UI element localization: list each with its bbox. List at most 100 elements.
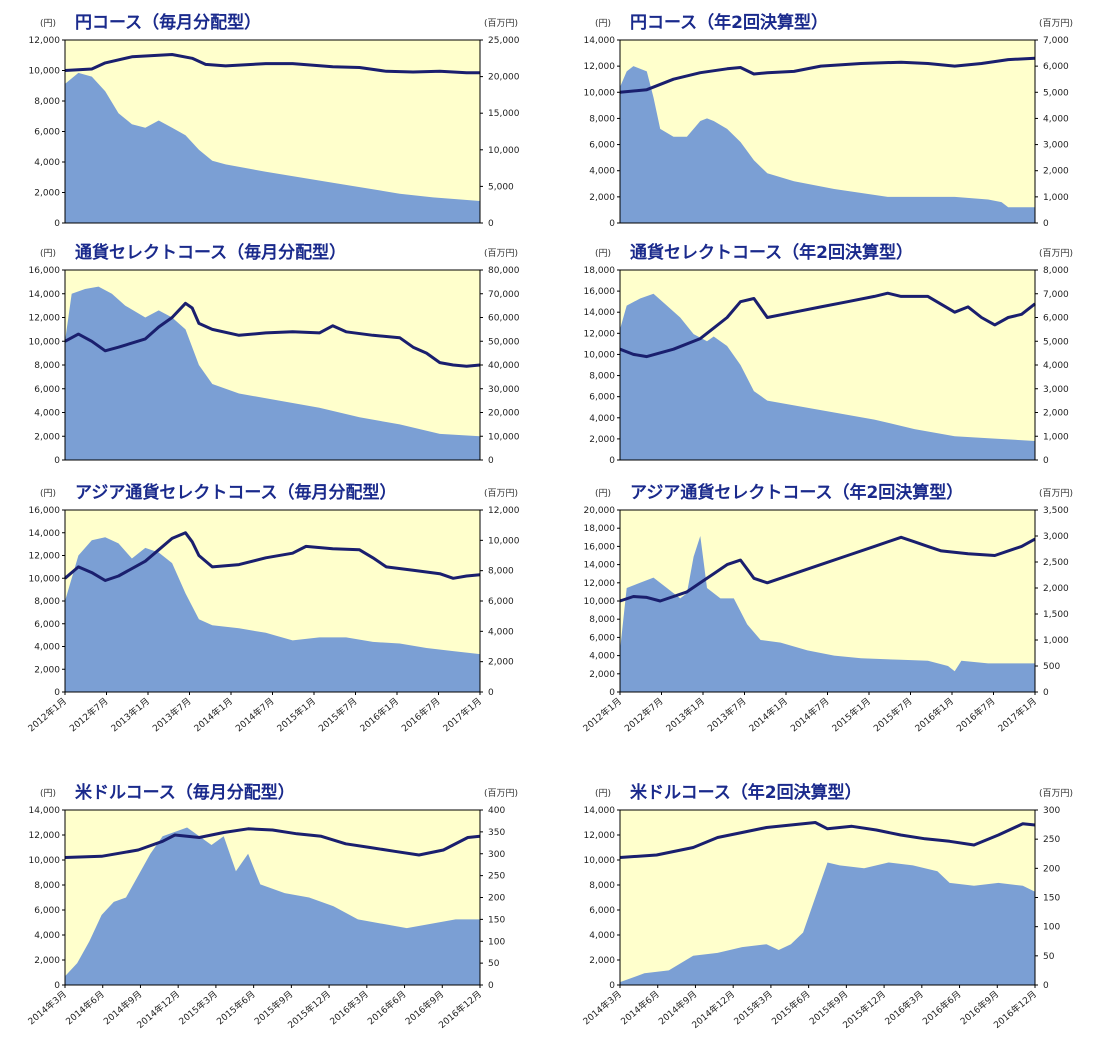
left-tick-label: 10,000 xyxy=(584,350,616,360)
left-tick-label: 0 xyxy=(54,456,60,466)
right-tick-label: 40,000 xyxy=(488,361,520,371)
right-tick-label: 3,000 xyxy=(1043,385,1069,395)
right-tick-label: 70,000 xyxy=(488,290,520,300)
right-tick-label: 300 xyxy=(1043,806,1060,816)
left-tick-label: 4,000 xyxy=(589,414,615,424)
left-tick-label: 6,000 xyxy=(589,393,615,403)
right-axis-unit: (百万円) xyxy=(484,248,518,259)
right-tick-label: 100 xyxy=(1043,923,1060,933)
x-tick-label: 2015年1月 xyxy=(274,695,317,734)
left-tick-label: 16,000 xyxy=(29,506,61,516)
x-tick-label: 2015年3月 xyxy=(176,988,219,1027)
right-tick-label: 150 xyxy=(488,915,505,925)
x-tick-label: 2012年7月 xyxy=(622,695,665,734)
x-tick-label: 2012年7月 xyxy=(67,695,110,734)
assets-area xyxy=(620,66,1035,223)
left-tick-label: 0 xyxy=(609,688,615,698)
left-tick-label: 14,000 xyxy=(29,529,61,539)
right-tick-label: 400 xyxy=(488,806,505,816)
right-tick-label: 30,000 xyxy=(488,385,520,395)
right-tick-label: 250 xyxy=(488,872,505,882)
right-tick-label: 350 xyxy=(488,828,505,838)
nav-line xyxy=(64,53,480,75)
plot-frame xyxy=(619,39,1036,224)
left-tick-label: 12,000 xyxy=(29,36,61,46)
x-tick-label: 2014年7月 xyxy=(233,695,276,734)
chart-title: 円コース（年2回決算型） xyxy=(630,12,828,33)
left-tick-label: 10,000 xyxy=(584,597,616,607)
left-tick-label: 8,000 xyxy=(34,361,60,371)
right-tick-label: 50 xyxy=(1043,952,1055,962)
chart-panel: 通貨セレクトコース（毎月分配型） (円) (百万円) 0 2,000 4,000 6,000… xyxy=(5,240,550,470)
right-tick-label: 50,000 xyxy=(488,337,520,347)
nav-line xyxy=(619,535,1036,603)
right-tick-label: 0 xyxy=(1043,219,1049,229)
nav-line xyxy=(619,291,1036,359)
right-tick-label: 4,000 xyxy=(1043,114,1069,124)
left-tick-label: 12,000 xyxy=(584,831,616,841)
right-axis-unit: (百万円) xyxy=(484,18,518,29)
chart-svg: 通貨セレクトコース（年2回決算型） (円) (百万円) 0 2,000 4,000 6,00… xyxy=(584,242,1074,466)
assets-area xyxy=(65,827,480,985)
left-tick-label: 0 xyxy=(54,688,60,698)
left-tick-label: 10,000 xyxy=(584,88,616,98)
left-tick-label: 0 xyxy=(54,981,60,991)
left-tick-label: 18,000 xyxy=(584,524,616,534)
right-tick-label: 7,000 xyxy=(1043,36,1069,46)
chart-title: アジア通貨セレクトコース（毎月分配型） xyxy=(75,482,396,503)
left-tick-label: 14,000 xyxy=(584,308,616,318)
left-tick-label: 2,000 xyxy=(34,665,60,675)
x-tick-label: 2013年1月 xyxy=(663,695,706,734)
right-tick-label: 1,000 xyxy=(1043,636,1069,646)
right-tick-label: 20,000 xyxy=(488,409,520,419)
left-tick-label: 0 xyxy=(54,219,60,229)
right-tick-label: 50 xyxy=(488,959,500,969)
left-tick-label: 4,000 xyxy=(589,652,615,662)
right-tick-label: 0 xyxy=(488,688,494,698)
left-tick-label: 10,000 xyxy=(29,574,61,584)
right-tick-label: 0 xyxy=(488,981,494,991)
left-tick-label: 6,000 xyxy=(589,141,615,151)
left-tick-label: 16,000 xyxy=(29,266,61,276)
right-tick-label: 3,000 xyxy=(1043,141,1069,151)
left-tick-label: 14,000 xyxy=(584,561,616,571)
chart-svg: 通貨セレクトコース（毎月分配型） (円) (百万円) 0 2,000 4,000 6,000… xyxy=(29,242,520,466)
x-tick-label: 2016年7月 xyxy=(954,695,997,734)
chart-panel: 円コース（年2回決算型） (円) (百万円) 0 2,000 4,000 6,000 8,00… xyxy=(560,5,1105,235)
x-tick-label: 2014年6月 xyxy=(618,988,661,1027)
x-tick-label: 2013年1月 xyxy=(108,695,151,734)
left-axis-unit: (円) xyxy=(595,788,611,799)
chart-title: アジア通貨セレクトコース（年2回決算型） xyxy=(630,482,963,503)
x-tick-label: 2016年6月 xyxy=(920,988,963,1027)
assets-area xyxy=(65,286,480,460)
x-tick-label: 2016年1月 xyxy=(357,695,400,734)
left-tick-label: 8,000 xyxy=(589,881,615,891)
left-tick-label: 8,000 xyxy=(589,114,615,124)
left-tick-label: 10,000 xyxy=(584,856,616,866)
left-tick-label: 16,000 xyxy=(584,542,616,552)
x-tick-label: 2015年7月 xyxy=(316,695,359,734)
left-axis-unit: (円) xyxy=(40,788,56,799)
left-tick-label: 2,000 xyxy=(34,432,60,442)
right-tick-label: 200 xyxy=(1043,864,1060,874)
x-tick-label: 2017年1月 xyxy=(440,695,483,734)
x-tick-label: 2015年7月 xyxy=(871,695,914,734)
x-tick-label: 2014年1月 xyxy=(191,695,234,734)
x-tick-label: 2015年1月 xyxy=(829,695,872,734)
left-tick-label: 12,000 xyxy=(584,62,616,72)
x-tick-label: 2016年3月 xyxy=(882,988,925,1027)
left-tick-label: 8,000 xyxy=(34,597,60,607)
left-tick-label: 2,000 xyxy=(589,435,615,445)
nav-line xyxy=(619,56,1036,94)
right-tick-label: 2,500 xyxy=(1043,558,1069,568)
right-tick-label: 10,000 xyxy=(488,432,520,442)
left-tick-label: 16,000 xyxy=(584,287,616,297)
right-tick-label: 4,000 xyxy=(488,627,514,637)
left-tick-label: 18,000 xyxy=(584,266,616,276)
right-tick-label: 0 xyxy=(1043,981,1049,991)
right-tick-label: 6,000 xyxy=(1043,62,1069,72)
right-tick-label: 60,000 xyxy=(488,314,520,324)
left-tick-label: 14,000 xyxy=(584,806,616,816)
left-axis-unit: (円) xyxy=(40,18,56,29)
